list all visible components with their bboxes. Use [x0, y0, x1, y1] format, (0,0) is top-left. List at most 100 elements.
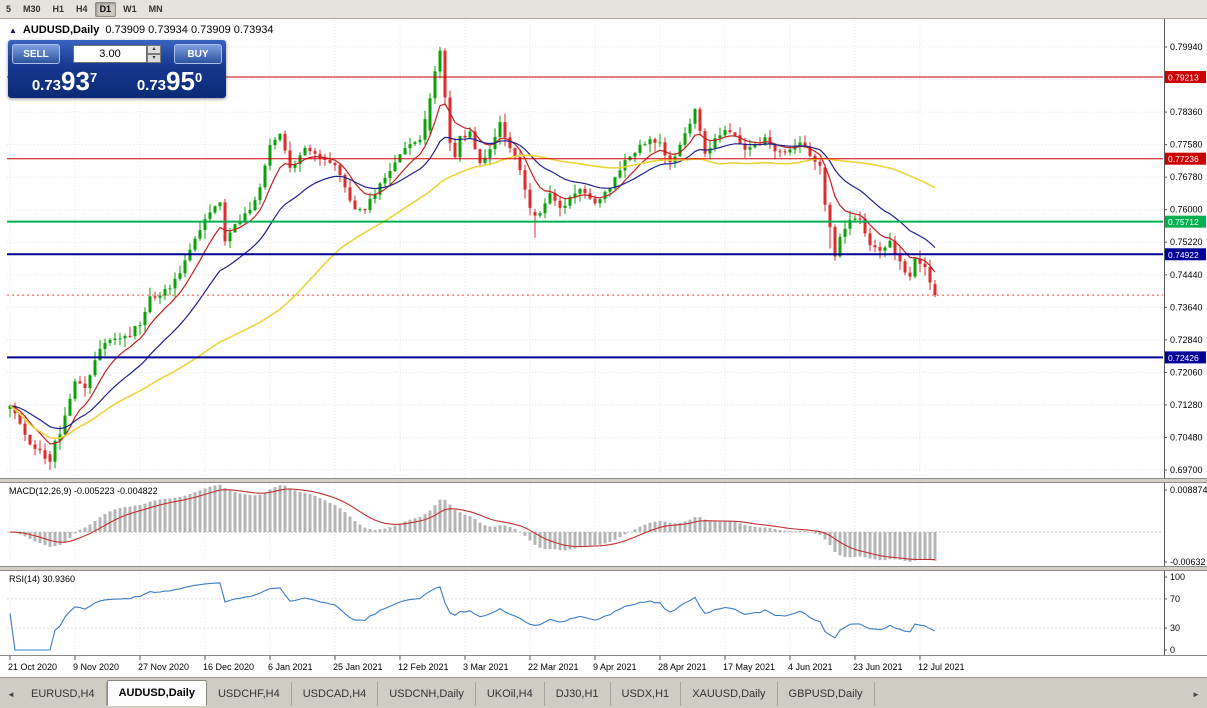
buy-price-big: 95	[166, 65, 195, 96]
time-axis-label: 27 Nov 2020	[138, 662, 189, 672]
sell-price-big: 93	[61, 65, 90, 96]
svg-text:0.72426: 0.72426	[1168, 353, 1199, 363]
svg-text:0.72060: 0.72060	[1170, 367, 1203, 377]
time-axis-label: 9 Apr 2021	[593, 662, 637, 672]
svg-text:70: 70	[1170, 594, 1180, 604]
time-axis-label: 21 Oct 2020	[8, 662, 57, 672]
tab-usdcad-h4[interactable]: USDCAD,H4	[292, 682, 379, 706]
rsi-label: RSI(14) 30.9360	[9, 574, 75, 584]
price-line-badge: 0.74922	[1165, 248, 1206, 261]
buy-price-sup: 0	[194, 69, 203, 85]
svg-text:0.76780: 0.76780	[1170, 172, 1203, 182]
svg-text:100: 100	[1170, 572, 1185, 582]
svg-text:0.77236: 0.77236	[1168, 154, 1199, 164]
tab-ukoil-h4[interactable]: UKOil,H4	[476, 682, 545, 706]
svg-text:0.69700: 0.69700	[1170, 465, 1203, 475]
axes-layer[interactable]: 0.799400.791600.783600.775800.767800.760…	[0, 19, 1207, 672]
indicator-panes[interactable]: MACD(12,26,9) -0.005223 -0.004822 RSI(14)…	[7, 484, 1163, 651]
ema-21-line	[9, 136, 936, 430]
panel-collapse-icon[interactable]: ▲	[9, 25, 17, 35]
time-axis-label: 17 May 2021	[723, 662, 775, 672]
pane-divider[interactable]	[0, 478, 1207, 483]
buy-button[interactable]: BUY	[174, 44, 222, 64]
sell-price-display: 0.73937	[12, 66, 117, 97]
macd-label: MACD(12,26,9) -0.005223 -0.004822	[9, 486, 158, 496]
time-axis-label: 28 Apr 2021	[658, 662, 707, 672]
volume-input[interactable]	[73, 45, 147, 63]
time-axis-label: 22 Mar 2021	[528, 662, 579, 672]
time-axis-label: 9 Nov 2020	[73, 662, 119, 672]
time-axis-label: 25 Jan 2021	[333, 662, 383, 672]
time-axis-label: 3 Mar 2021	[463, 662, 509, 672]
svg-text:0.75220: 0.75220	[1170, 237, 1203, 247]
tab-gbpusd-daily[interactable]: GBPUSD,Daily	[778, 682, 875, 706]
time-axis-label: 23 Jun 2021	[853, 662, 903, 672]
svg-text:0.79940: 0.79940	[1170, 42, 1203, 52]
timeframe-h1[interactable]: H1	[48, 2, 70, 17]
svg-text:0.73640: 0.73640	[1170, 302, 1203, 312]
price-line-badge: 0.72426	[1165, 351, 1206, 364]
chart-tab-bar: ◄ EURUSD,H4 AUDUSD,Daily USDCHF,H4 USDCAD,H4…	[0, 677, 1207, 708]
volume-increase-button[interactable]: ▴	[147, 45, 161, 54]
sell-button[interactable]: SELL	[12, 44, 60, 64]
svg-text:0.75712: 0.75712	[1168, 217, 1199, 227]
time-axis-label: 16 Dec 2020	[203, 662, 254, 672]
tab-xauusd-daily[interactable]: XAUUSD,Daily	[681, 682, 778, 706]
svg-text:-0.00632: -0.00632	[1170, 557, 1206, 567]
macd-signal-line	[9, 488, 936, 561]
sell-price-prefix: 0.73	[31, 76, 62, 94]
tab-dj30-h1[interactable]: DJ30,H1	[545, 682, 611, 706]
timeframe-h4[interactable]: H4	[71, 2, 93, 17]
price-line-badge: 0.75712	[1165, 215, 1206, 228]
main-price-pane[interactable]	[7, 47, 1163, 470]
price-line-badge: 0.77236	[1165, 152, 1206, 165]
tab-usdcnh-daily[interactable]: USDCNH,Daily	[378, 682, 476, 706]
svg-text:0.76000: 0.76000	[1170, 205, 1203, 215]
tab-usdchf-h4[interactable]: USDCHF,H4	[207, 682, 292, 706]
buy-price-prefix: 0.73	[136, 76, 167, 94]
sma-55-line	[9, 154, 936, 440]
price-line-badge: 0.79213	[1165, 71, 1206, 84]
timeframe-d1[interactable]: D1	[94, 1, 117, 17]
price-chart-svg[interactable]: MACD(12,26,9) -0.005223 -0.004822 RSI(14)…	[0, 19, 1207, 677]
timeframe-mn[interactable]: MN	[144, 2, 168, 17]
chart-symbol-title: ▲ AUDUSD,Daily 0.73909 0.73934 0.73909 0…	[9, 24, 274, 36]
timeframe-toolbar: 5 M30 H1 H4 D1 W1 MN	[0, 0, 1207, 19]
symbol-period-label: AUDUSD,Daily	[22, 24, 100, 36]
grid-layer	[0, 19, 1207, 677]
svg-text:0.72840: 0.72840	[1170, 335, 1203, 345]
svg-text:0.77580: 0.77580	[1170, 140, 1203, 150]
chart-area[interactable]: MACD(12,26,9) -0.005223 -0.004822 RSI(14)…	[0, 19, 1207, 677]
rsi-line	[9, 582, 936, 651]
svg-text:0.79213: 0.79213	[1168, 73, 1199, 83]
volume-control: ▴ ▾	[73, 45, 161, 63]
svg-text:0.74440: 0.74440	[1170, 270, 1203, 280]
tabs-scroll-right-button[interactable]: ►	[1192, 689, 1200, 699]
one-click-trading-panel: SELL ▴ ▾ BUY 0.73937 0.73950	[8, 40, 226, 98]
ema-8-line	[9, 103, 936, 445]
time-axis-label: 12 Jul 2021	[918, 662, 965, 672]
time-axis-label: 6 Jan 2021	[268, 662, 313, 672]
volume-decrease-button[interactable]: ▾	[147, 54, 161, 63]
time-axis-label: 12 Feb 2021	[398, 662, 449, 672]
svg-text:0.70480: 0.70480	[1170, 432, 1203, 442]
ohlc-values: 0.73909 0.73934 0.73909 0.73934	[105, 24, 274, 36]
timeframe-w1[interactable]: W1	[118, 2, 142, 17]
timeframe-m30[interactable]: M30	[18, 2, 46, 17]
tab-audusd-daily[interactable]: AUDUSD,Daily	[106, 680, 207, 706]
pane-divider[interactable]	[0, 566, 1207, 571]
time-axis-label: 4 Jun 2021	[788, 662, 833, 672]
svg-text:0.74922: 0.74922	[1168, 250, 1199, 260]
timeframe-5[interactable]: 5	[1, 2, 16, 17]
tab-eurusd-h4[interactable]: EURUSD,H4	[20, 682, 107, 706]
sell-price-sup: 7	[89, 69, 98, 85]
svg-text:0.78360: 0.78360	[1170, 107, 1203, 117]
buy-price-display: 0.73950	[117, 66, 222, 97]
tabs-scroll-left-button[interactable]: ◄	[7, 689, 15, 699]
svg-text:0.008874: 0.008874	[1170, 485, 1207, 495]
tab-usdx-h1[interactable]: USDX,H1	[611, 682, 682, 706]
svg-text:0.71280: 0.71280	[1170, 400, 1203, 410]
svg-text:0: 0	[1170, 645, 1175, 655]
svg-text:30: 30	[1170, 623, 1180, 633]
